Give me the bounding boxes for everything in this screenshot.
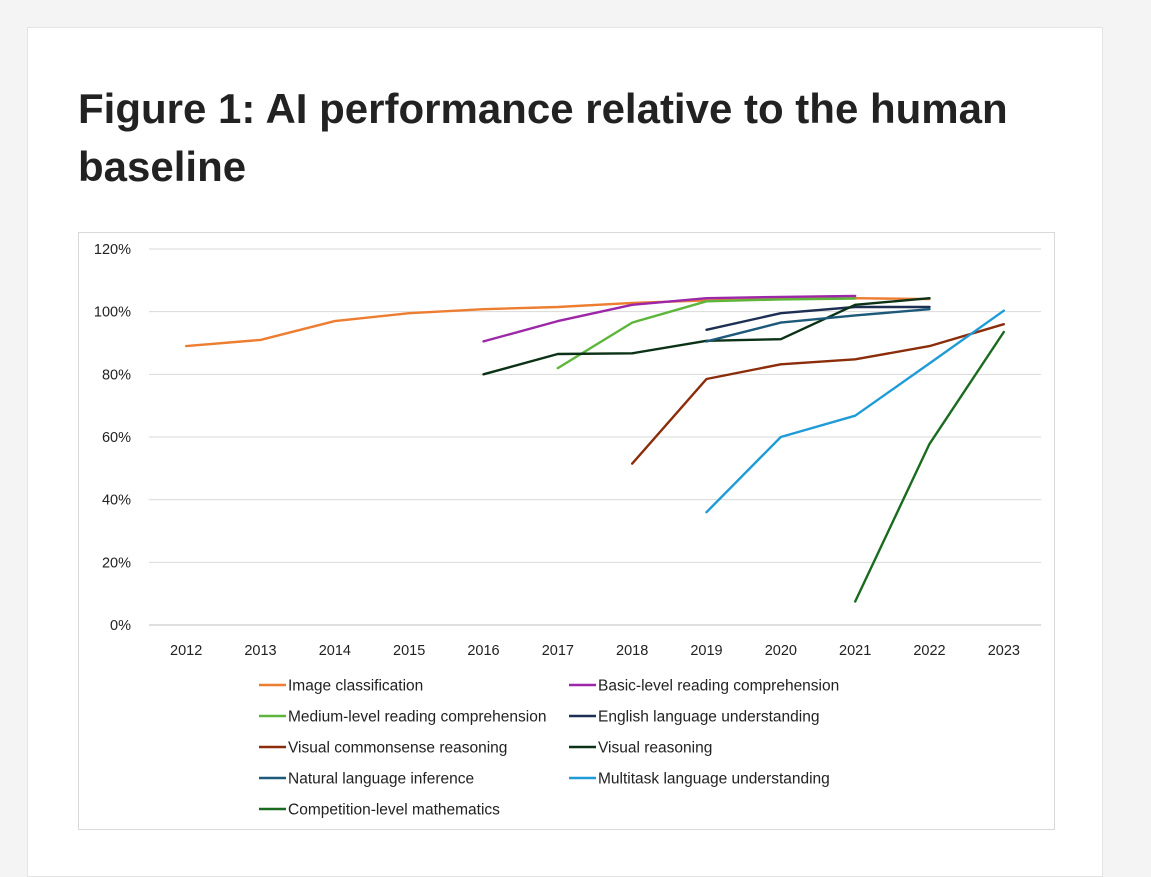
- legend-label: Natural language inference: [288, 771, 474, 788]
- x-tick-label: 2015: [393, 643, 425, 659]
- y-tick-label: 20%: [102, 555, 131, 571]
- chart-frame: 0% 20% 40% 60% 80% 100% 120% 2012 2013 2014 2015 2…: [78, 232, 1055, 830]
- legend-label: Image classification: [288, 678, 423, 695]
- x-tick-label: 2023: [988, 643, 1020, 659]
- series-lines: [184, 294, 1005, 603]
- y-tick-label: 60%: [102, 430, 131, 446]
- x-tick-label: 2020: [765, 643, 797, 659]
- legend-item: Visual reasoning: [569, 740, 712, 757]
- legend-item: Natural language inference: [259, 771, 474, 788]
- legend-item: English language understanding: [569, 709, 819, 726]
- legend-item: Visual commonsense reasoning: [259, 740, 507, 757]
- series-line: [631, 322, 1005, 465]
- x-tick-label: 2021: [839, 643, 871, 659]
- legend-item: Medium-level reading comprehension: [259, 709, 546, 726]
- x-tick-label: 2018: [616, 643, 648, 659]
- x-tick-label: 2012: [170, 643, 202, 659]
- x-tick-label: 2017: [542, 643, 574, 659]
- legend-label: Basic-level reading comprehension: [598, 678, 839, 695]
- series-line: [482, 294, 857, 343]
- article-card: Figure 1: AI performance relative to the…: [27, 27, 1103, 877]
- y-tick-label: 80%: [102, 367, 131, 383]
- x-tick-label: 2014: [319, 643, 351, 659]
- chart-legend: Image classification Basic-level reading …: [259, 678, 839, 819]
- x-tick-label: 2016: [467, 643, 499, 659]
- y-axis-ticks: 0% 20% 40% 60% 80% 100% 120%: [94, 242, 131, 634]
- series-line: [854, 330, 1005, 603]
- legend-label: Medium-level reading comprehension: [288, 709, 546, 726]
- figure-title: Figure 1: AI performance relative to the…: [78, 85, 1008, 190]
- legend-item: Image classification: [259, 678, 423, 695]
- legend-label: Competition-level mathematics: [288, 802, 500, 819]
- x-axis-ticks: 2012 2013 2014 2015 2016 2017 2018 2019 2020 2021…: [170, 643, 1020, 659]
- x-tick-label: 2019: [690, 643, 722, 659]
- y-tick-label: 100%: [94, 305, 131, 321]
- series-line: [705, 305, 931, 332]
- y-tick-label: 120%: [94, 242, 131, 258]
- series-line: [705, 307, 931, 343]
- legend-label: Multitask language understanding: [598, 771, 830, 788]
- x-tick-label: 2022: [913, 643, 945, 659]
- series-line: [705, 309, 1005, 514]
- line-chart: 0%20%40%60%80%100%120% 2012 2013 2014 2015 2…: [94, 242, 1041, 819]
- y-tick-label: 40%: [102, 493, 131, 509]
- gridlines: [149, 248, 1041, 626]
- legend-label: Visual reasoning: [598, 740, 712, 757]
- legend-label: English language understanding: [598, 709, 819, 726]
- x-tick-label: 2013: [244, 643, 276, 659]
- y-tick-label: 0%: [110, 618, 131, 634]
- legend-label: Visual commonsense reasoning: [288, 740, 507, 757]
- legend-item: Competition-level mathematics: [259, 802, 500, 819]
- series-line: [482, 296, 931, 376]
- legend-item: Multitask language understanding: [569, 771, 830, 788]
- legend-item: Basic-level reading comprehension: [569, 678, 839, 695]
- series-line: [556, 297, 857, 370]
